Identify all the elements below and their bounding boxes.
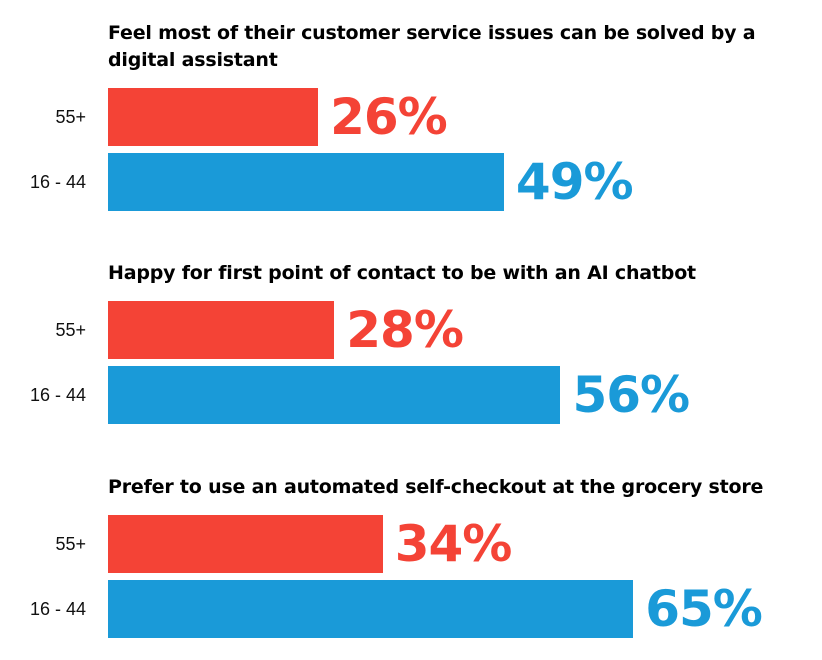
category-label: 55+: [55, 534, 86, 554]
value-label: 28%: [346, 301, 464, 359]
category-label: 55+: [55, 107, 86, 127]
value-label: 26%: [330, 88, 448, 146]
value-label: 34%: [394, 515, 513, 573]
bar: [108, 580, 634, 638]
bar: [108, 301, 335, 359]
value-label: 49%: [515, 153, 634, 211]
value-label: 56%: [572, 366, 690, 424]
category-label: 55+: [55, 320, 86, 340]
bar: [108, 153, 504, 211]
category-label: 16 - 44: [29, 599, 86, 619]
group-title: Prefer to use an automated self-checkout…: [108, 476, 764, 498]
group-title: Feel most of their customer service issu…: [108, 22, 756, 71]
category-label: 16 - 44: [29, 172, 86, 192]
category-label: 16 - 44: [29, 385, 86, 405]
value-label: 65%: [645, 580, 763, 638]
group-title: Happy for first point of contact to be w…: [108, 262, 696, 284]
bar: [108, 515, 383, 573]
bar: [108, 366, 561, 424]
bar: [108, 88, 319, 146]
